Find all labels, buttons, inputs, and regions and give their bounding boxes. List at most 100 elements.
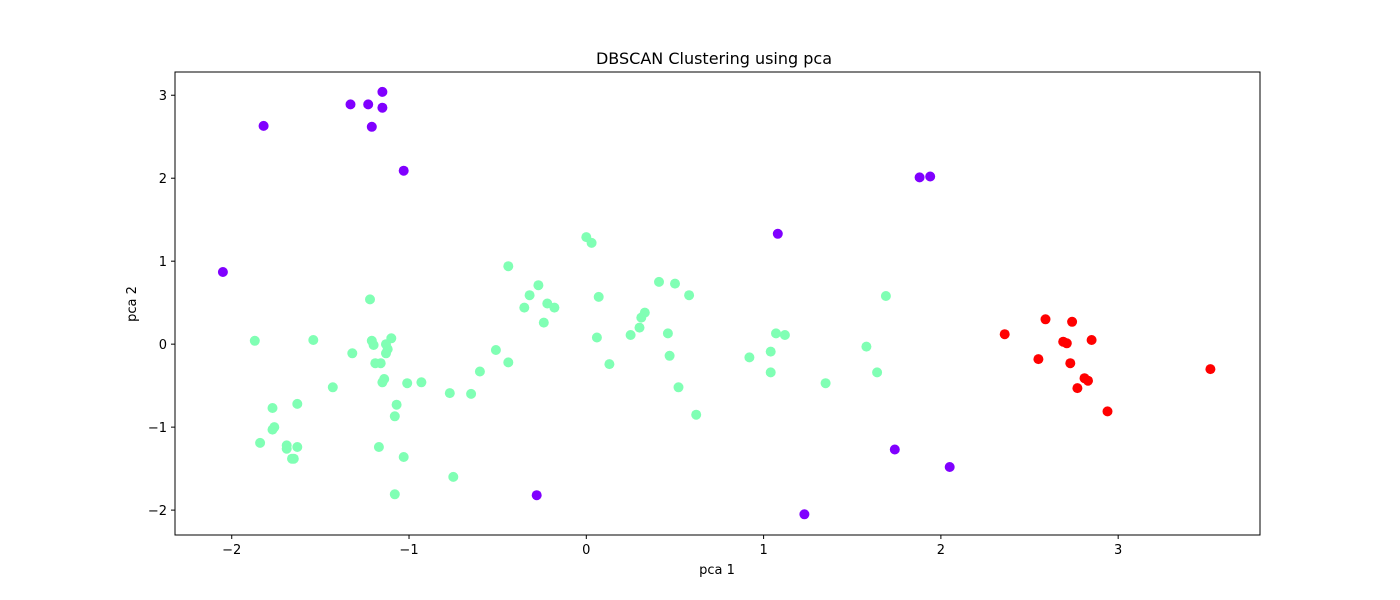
y-tick-label: 1 — [159, 255, 167, 270]
data-point-cluster_0 — [691, 409, 702, 420]
y-tick-label: 0 — [159, 338, 167, 353]
data-point-cluster_0 — [880, 291, 891, 301]
data-point-cluster_0 — [402, 378, 413, 389]
data-point-cluster_0 — [673, 382, 684, 393]
data-point-cluster_1 — [999, 329, 1010, 340]
data-point-noise — [531, 490, 542, 501]
points-layer — [217, 86, 1216, 520]
data-point-cluster_0 — [503, 261, 514, 272]
data-point-cluster_0 — [382, 344, 393, 355]
data-point-cluster_0 — [474, 366, 485, 377]
data-point-cluster_0 — [586, 237, 597, 248]
data-point-noise — [345, 99, 356, 110]
data-point-noise — [799, 509, 810, 520]
data-point-cluster_0 — [639, 307, 650, 318]
data-point-cluster_0 — [391, 399, 402, 410]
x-tick-label: −2 — [222, 543, 241, 558]
data-point-cluster_0 — [327, 382, 338, 393]
data-point-cluster_0 — [368, 340, 379, 350]
data-point-cluster_0 — [249, 335, 260, 346]
data-point-noise — [925, 171, 936, 182]
data-point-cluster_1 — [1033, 354, 1044, 365]
data-point-cluster_0 — [634, 322, 645, 333]
data-point-cluster_0 — [684, 290, 695, 301]
data-point-cluster_0 — [664, 350, 675, 361]
data-point-cluster_0 — [503, 357, 514, 368]
data-point-cluster_0 — [365, 294, 375, 305]
ticks-layer: −2 −1 0 1 2 3 −2 −1 0 1 2 3 — [148, 89, 1122, 558]
data-point-cluster_0 — [861, 341, 872, 352]
data-point-cluster_1 — [1040, 314, 1051, 325]
data-point-cluster_0 — [347, 348, 358, 359]
data-point-cluster_0 — [771, 328, 781, 339]
data-point-cluster_0 — [820, 378, 831, 389]
data-point-cluster_0 — [533, 280, 544, 291]
data-point-cluster_0 — [386, 333, 397, 344]
y-axis-label: pca 2 — [125, 286, 140, 322]
data-point-cluster_0 — [549, 302, 560, 313]
data-point-noise — [363, 99, 374, 110]
y-tick-label: −1 — [148, 421, 167, 436]
data-point-cluster_0 — [281, 443, 292, 454]
data-point-cluster_1 — [1083, 375, 1093, 386]
data-point-noise — [377, 102, 388, 113]
data-point-noise — [217, 267, 228, 277]
data-point-cluster_0 — [538, 317, 549, 328]
x-tick-label: 2 — [937, 543, 945, 558]
data-point-cluster_0 — [654, 276, 664, 287]
chart-title: DBSCAN Clustering using pca — [596, 49, 832, 68]
data-point-noise — [772, 228, 783, 239]
data-point-cluster_0 — [670, 278, 680, 289]
data-point-cluster_0 — [373, 442, 384, 452]
data-point-cluster_0 — [872, 367, 883, 378]
data-point-cluster_0 — [591, 332, 602, 343]
data-point-cluster_1 — [1102, 406, 1113, 417]
data-point-cluster_0 — [625, 330, 636, 340]
data-point-cluster_0 — [744, 352, 755, 363]
data-point-cluster_0 — [267, 424, 278, 435]
data-point-noise — [944, 462, 955, 472]
x-tick-label: 3 — [1114, 543, 1122, 558]
data-point-noise — [377, 86, 388, 97]
y-tick-label: −2 — [148, 504, 167, 519]
data-point-cluster_0 — [288, 453, 299, 464]
data-point-cluster_0 — [292, 398, 303, 409]
x-tick-label: 1 — [759, 543, 767, 558]
data-point-cluster_0 — [267, 403, 278, 413]
data-point-noise — [258, 120, 269, 131]
data-point-cluster_0 — [416, 377, 427, 388]
plot-frame — [174, 71, 1261, 536]
data-point-cluster_1 — [1086, 335, 1097, 345]
data-point-cluster_0 — [779, 330, 790, 340]
data-point-cluster_0 — [389, 411, 400, 422]
data-point-cluster_0 — [389, 489, 400, 500]
data-point-cluster_0 — [524, 290, 535, 301]
data-point-noise — [889, 444, 900, 455]
data-point-cluster_0 — [466, 388, 477, 399]
data-point-cluster_1 — [1072, 383, 1083, 394]
data-point-cluster_0 — [255, 437, 266, 448]
x-axis-label: pca 1 — [699, 563, 735, 578]
data-point-cluster_0 — [308, 335, 319, 345]
data-point-cluster_0 — [490, 345, 501, 355]
data-point-cluster_1 — [1065, 358, 1076, 369]
data-point-cluster_0 — [662, 328, 673, 339]
data-point-cluster_0 — [448, 471, 459, 482]
data-point-cluster_0 — [444, 388, 455, 399]
x-tick-label: −1 — [399, 543, 418, 558]
data-point-cluster_1 — [1067, 316, 1078, 327]
data-point-cluster_0 — [292, 442, 303, 452]
data-point-cluster_0 — [379, 374, 390, 384]
y-tick-label: 2 — [159, 172, 167, 187]
data-point-cluster_0 — [519, 302, 530, 313]
data-point-noise — [366, 121, 377, 132]
data-point-cluster_0 — [375, 358, 386, 369]
data-point-cluster_0 — [593, 291, 604, 302]
data-point-cluster_0 — [604, 359, 615, 370]
data-point-cluster_1 — [1061, 338, 1072, 349]
data-point-cluster_1 — [1205, 364, 1216, 375]
x-tick-label: 0 — [582, 543, 590, 558]
data-point-noise — [914, 172, 925, 183]
